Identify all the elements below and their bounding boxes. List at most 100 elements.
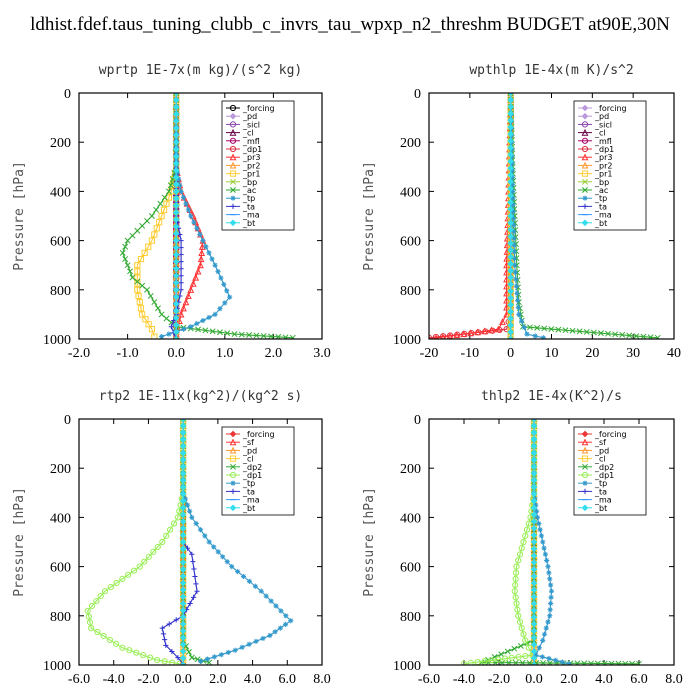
data-point [238,331,245,338]
series-group [119,93,296,339]
data-point [539,654,545,660]
data-point [166,621,172,627]
y-tick-label: 1000 [393,333,421,348]
data-point [179,654,187,662]
data-point [530,634,538,641]
series-line-pr3 [429,93,512,339]
data-point [453,331,461,339]
data-point [124,237,131,244]
x-tick-label: 8.0 [665,672,683,687]
data-point [175,655,181,661]
legend-marker [581,504,589,512]
data-point [189,279,197,287]
data-point [173,336,180,339]
data-point [158,212,165,220]
x-tick-label: 0.0 [167,346,185,361]
legend-entry-forcing: _forcing [242,430,275,439]
data-point [151,333,158,339]
data-point [516,618,524,626]
data-point [536,645,542,651]
data-point [267,632,273,639]
data-point [530,463,538,471]
data-point [530,436,538,443]
data-point [215,268,221,275]
data-point [134,268,141,275]
data-point [239,644,245,650]
data-point [555,326,562,333]
legend-entry-tp: _tp [594,194,607,203]
y-tick-label: 0 [64,87,71,102]
data-point [509,174,516,180]
data-point [154,543,161,551]
legend-entry-tp: _tp [242,479,255,488]
legend-marker [581,104,589,112]
legend-entry-forcing: _forcing [594,430,627,439]
data-point [246,641,252,647]
data-point [179,600,187,607]
data-point [187,600,193,607]
legend-entry-dp2: _dp2 [242,463,262,472]
data-point [507,137,514,145]
data-point [542,551,548,557]
legend-marker [229,104,237,112]
x-tick-label: -10 [460,346,479,361]
data-point [172,307,180,315]
data-point [224,559,230,565]
data-point [512,575,519,583]
data-point [176,176,182,182]
data-point [218,652,224,658]
data-point [172,251,180,258]
data-point [179,497,187,505]
data-point [507,267,514,274]
data-point [169,659,176,665]
data-point [88,625,95,632]
data-point [258,588,264,594]
y-tick-label: 1000 [393,659,421,674]
data-point [172,145,180,153]
data-point [246,332,253,338]
data-point [122,243,129,250]
data-point [119,644,126,651]
data-point [530,641,538,648]
data-point [507,93,514,97]
data-point [137,305,145,312]
data-point [148,326,156,333]
data-point [481,658,488,665]
legend: _forcing_pd_sicl_cl_mfl_dp1_pr3_pr2_pr1_… [573,100,647,231]
data-point [158,311,165,318]
data-point [507,322,514,329]
data-point [220,554,226,560]
data-point [179,470,187,477]
data-point [165,194,173,201]
legend-marker [582,187,588,193]
data-point [518,625,525,632]
legend-marker [230,480,236,486]
data-point [172,293,180,301]
data-point [474,328,482,336]
data-point [147,654,154,661]
data-point [194,225,200,231]
data-point [507,164,514,172]
data-point [126,647,133,654]
x-tick-label: 0 [507,346,514,361]
data-point [200,317,206,324]
data-point [192,573,198,580]
data-point [512,581,519,589]
data-point [569,327,576,334]
data-point [194,588,200,594]
data-point [513,283,520,289]
data-point [527,514,534,521]
legend-entry-pd: _pd [242,446,257,455]
legend-marker [581,455,589,462]
data-point [159,625,165,631]
data-point [597,330,604,337]
data-point [84,607,91,614]
data-point [488,657,495,664]
panel-title: wprtp 1E-7x(m kg)/(s^2 kg) [99,63,303,78]
data-point [165,188,172,195]
data-point [197,231,203,238]
data-point [129,274,136,281]
y-tick-label: 0 [414,413,421,428]
data-point [161,658,168,665]
data-point [548,588,555,594]
